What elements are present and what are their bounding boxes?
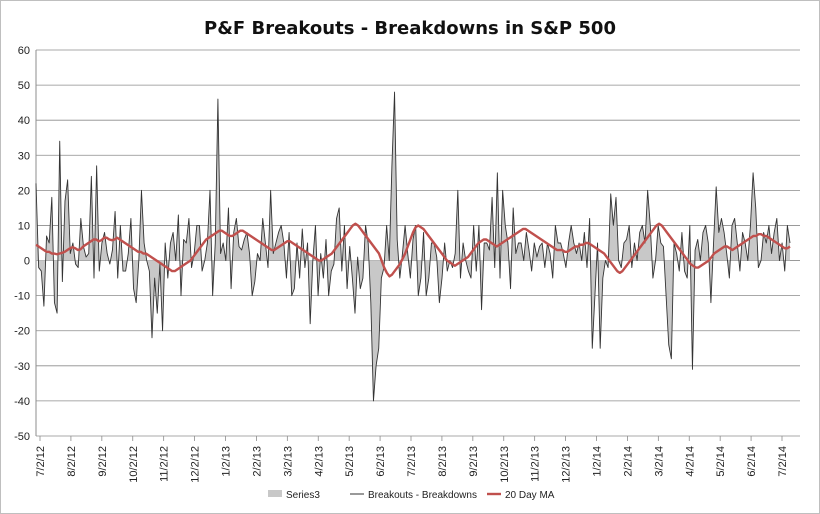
x-axis-ticks: 7/2/12 8/2/12 9/2/12 10/2/12 11/2/12 12/2/12 1…	[35, 436, 789, 483]
legend-label: Series3	[286, 490, 320, 501]
series-layer	[35, 91, 791, 402]
x-tick-label: 11/2/12	[159, 446, 171, 482]
x-tick-label: 7/2/13	[406, 446, 418, 477]
x-tick-label: 1/2/13	[221, 446, 233, 477]
legend-label: 20 Day MA	[505, 490, 555, 501]
x-tick-label: 2/2/13	[251, 446, 263, 477]
y-tick-label: 40	[18, 115, 30, 127]
y-tick-label: 10	[18, 220, 30, 232]
y-tick-label: 60	[18, 45, 30, 57]
x-tick-label: 10/2/12	[128, 446, 140, 483]
y-tick-label: -30	[14, 361, 30, 373]
y-tick-label: -50	[14, 431, 30, 443]
x-tick-label: 11/2/13	[530, 446, 542, 482]
legend: Series3 Breakouts - Breakdowns 20 Day MA	[268, 490, 555, 501]
x-tick-label: 4/2/14	[684, 446, 696, 477]
y-tick-label: 20	[18, 185, 30, 197]
y-tick-label: -40	[14, 396, 30, 408]
x-tick-label: 7/2/12	[35, 446, 47, 477]
x-tick-label: 10/2/13	[499, 446, 511, 483]
chart-title: P&F Breakouts - Breakdowns in S&P 500	[204, 18, 616, 39]
y-tick-label: 50	[18, 80, 30, 92]
x-tick-label: 7/2/14	[777, 446, 789, 477]
x-tick-label: 2/2/14	[622, 446, 634, 477]
x-tick-label: 5/2/14	[715, 446, 727, 477]
y-tick-label: -10	[14, 291, 30, 303]
x-tick-label: 6/2/14	[746, 446, 758, 477]
x-tick-label: 9/2/12	[97, 446, 109, 477]
grid-lines	[35, 49, 800, 437]
legend-swatch-series3	[268, 490, 282, 497]
x-tick-label: 5/2/13	[344, 446, 356, 477]
x-tick-label: 8/2/12	[66, 446, 78, 477]
series-area-series3	[36, 92, 790, 401]
series-line-breakouts-breakdowns	[35, 91, 791, 402]
y-tick-label: -20	[14, 326, 30, 338]
x-tick-label: 1/2/14	[592, 446, 604, 477]
x-tick-label: 12/2/12	[190, 446, 202, 483]
series-line-20-day-ma	[35, 222, 791, 278]
x-tick-label: 4/2/13	[313, 446, 325, 477]
y-tick-label: 30	[18, 150, 30, 162]
y-axis-ticks: 60 50 40 30 20 10 0 -10 -20 -30 -40 -50	[14, 45, 30, 443]
y-tick-label: 0	[24, 256, 30, 268]
x-tick-label: 6/2/13	[375, 446, 387, 477]
legend-label: Breakouts - Breakdowns	[368, 490, 477, 501]
x-tick-label: 3/2/14	[653, 446, 665, 477]
x-tick-label: 12/2/13	[561, 446, 573, 483]
x-tick-label: 9/2/13	[468, 446, 480, 477]
x-tick-label: 8/2/13	[437, 446, 449, 477]
x-tick-label: 3/2/13	[282, 446, 294, 477]
